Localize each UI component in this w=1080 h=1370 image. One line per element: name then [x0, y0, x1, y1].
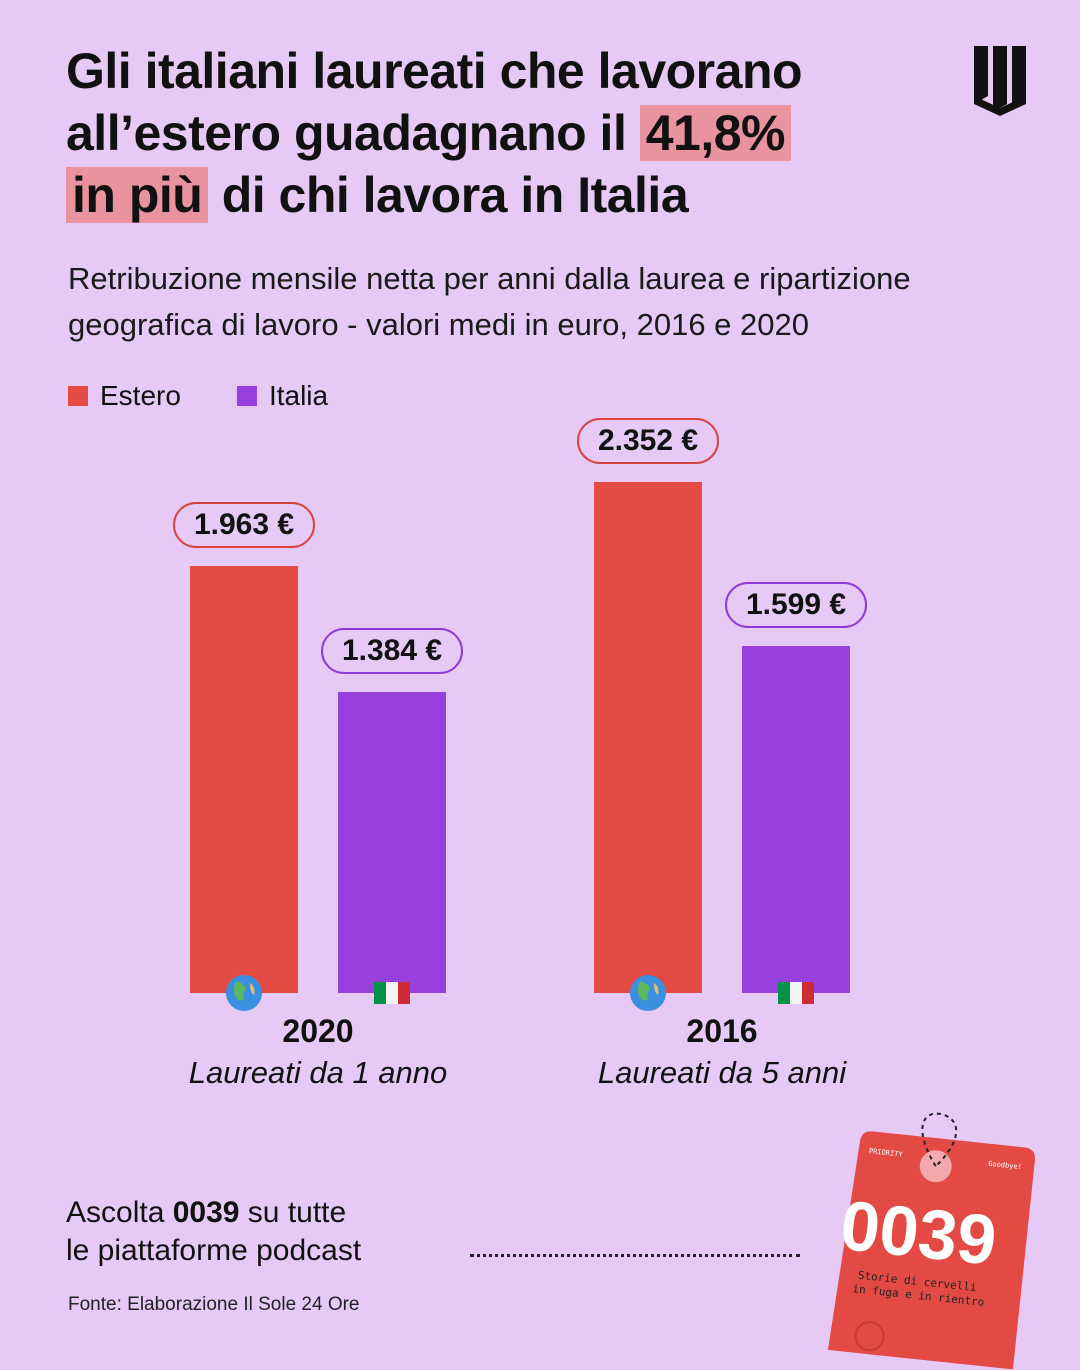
- value-label-estero-2020: 1.963 €: [173, 502, 315, 549]
- bar-estero-2016: [594, 481, 702, 993]
- cta-brand: 0039: [172, 1196, 240, 1229]
- bar-estero-2020: [190, 566, 298, 993]
- legend-label-italia: Italia: [268, 380, 329, 411]
- italian-flag-icon: [374, 982, 410, 1004]
- legend-item-estero: Estero: [68, 380, 181, 412]
- tag-number: 0039: [837, 1186, 1000, 1280]
- chart-subtitle: Retribuzione mensile netta per anni dall…: [68, 261, 911, 342]
- podcast-cta: Ascolta 0039 su tutte le piattaforme pod…: [66, 1194, 361, 1270]
- category-label-2016: 2016: [686, 1013, 758, 1049]
- title-line1: Gli italiani laureati che lavorano: [66, 43, 803, 99]
- cta-suffix: su tutte: [239, 1196, 347, 1229]
- source-note: Fonte: Elaborazione Il Sole 24 Ore: [68, 1294, 360, 1315]
- brand-logo-icon: [974, 46, 1026, 116]
- italian-flag-icon: [778, 982, 814, 1004]
- category-label-2020: 2020: [282, 1013, 354, 1049]
- title-line2: all’estero guadagnano il: [66, 105, 640, 161]
- legend-label-estero: Estero: [100, 380, 181, 411]
- bar-chart: 1.963 € 1.384 € 2020 Laureati da 1 anno 2.35…: [0, 400, 1080, 1120]
- podcast-luggage-tag: PRIORITY Goodbye! 0039 Storie di cervell…: [827, 1112, 1035, 1370]
- globe-icon: [630, 975, 666, 1011]
- bar-italia-2016: [742, 645, 850, 993]
- legend-item-italia: Italia: [236, 380, 329, 412]
- value-label-italia-2020: 1.384 €: [321, 628, 463, 675]
- title-highlight-percent: 41,8%: [639, 105, 792, 161]
- page-title: Gli italiani laureati che lavorano all’e…: [66, 40, 946, 226]
- dotted-leader: [470, 1254, 800, 1257]
- cta-prefix: Ascolta: [66, 1196, 173, 1229]
- value-label-italia-2016: 1.599 €: [725, 581, 867, 628]
- legend-swatch-estero: [68, 386, 88, 406]
- category-subtitle-2020: Laureati da 1 anno: [188, 1055, 448, 1090]
- legend-swatch-italia: [236, 386, 257, 406]
- value-label-estero-2016: 2.352 €: [577, 417, 719, 464]
- title-line3: di chi lavora in Italia: [208, 167, 689, 223]
- chart-legend: Estero Italia: [68, 380, 328, 412]
- cta-line2: le piattaforme podcast: [66, 1234, 362, 1267]
- title-highlight-more: in più: [66, 167, 209, 223]
- bar-italia-2020: [338, 692, 446, 993]
- category-subtitle-2016: Laureati da 5 anni: [597, 1055, 847, 1090]
- tag-small-right: Goodbye!: [988, 1160, 1022, 1171]
- tag-small-left: PRIORITY: [869, 1147, 904, 1159]
- globe-icon: [226, 975, 262, 1011]
